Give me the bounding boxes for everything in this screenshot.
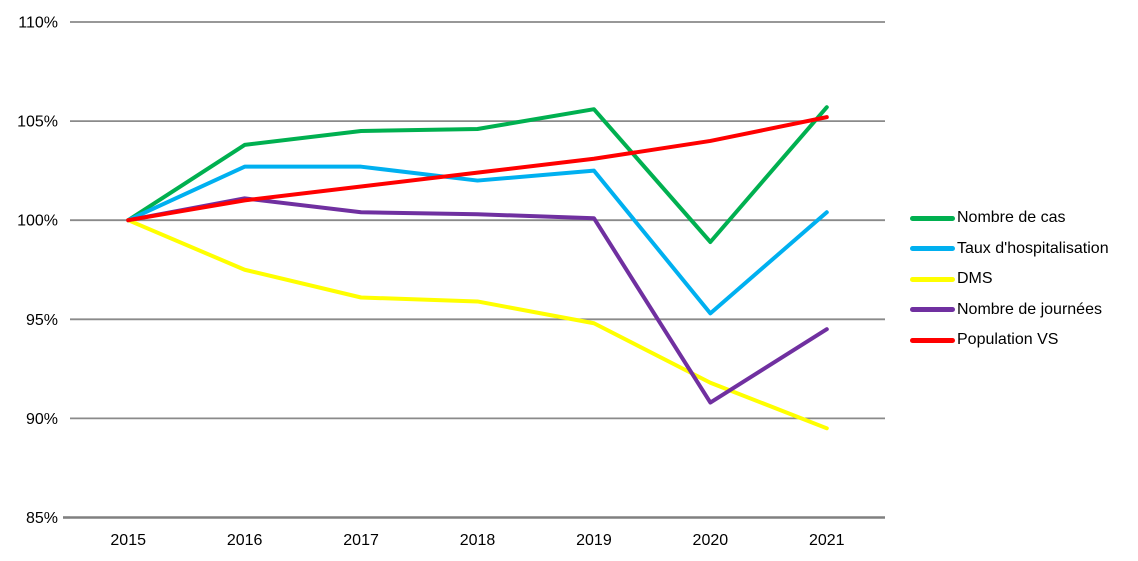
y-axis-tick-label: 90%	[26, 411, 58, 428]
y-axis-tick-label: 95%	[26, 312, 58, 329]
x-axis-tick-label: 2015	[110, 532, 146, 549]
legend-label-nombre-de-cas: Nombre de cas	[957, 209, 1066, 226]
x-axis-tick-label: 2017	[343, 532, 379, 549]
legend-swatch-nombre-de-journees	[910, 307, 955, 312]
legend-swatch-dms	[910, 276, 955, 282]
series-line-nombre-de-cas	[126, 105, 829, 245]
series-line-dms	[126, 218, 829, 431]
y-axis-tick-label: 105%	[17, 114, 58, 131]
y-axis-tick-label: 100%	[17, 213, 58, 230]
chart-legend: Nombre de cas Taux d'hospitalisation DMS No…	[910, 208, 1109, 350]
legend-item-nombre-de-journees: Nombre de journées	[910, 300, 1109, 320]
legend-item-nombre-de-cas: Nombre de cas	[910, 208, 1109, 228]
x-axis-tick-label: 2016	[227, 532, 263, 549]
legend-item-taux-d-hospitalisation: Taux d'hospitalisation	[910, 239, 1109, 259]
legend-item-dms: DMS	[910, 269, 1109, 289]
legend-swatch-nombre-de-cas	[910, 215, 955, 221]
legend-swatch-population-vs	[910, 337, 955, 343]
legend-label-dms: DMS	[957, 270, 993, 287]
x-axis-tick-label: 2021	[809, 532, 845, 549]
legend-label-taux-d-hospitalisation: Taux d'hospitalisation	[957, 239, 1109, 257]
series-line-population-vs	[126, 115, 829, 223]
legend-label-nombre-de-journees: Nombre de journées	[957, 300, 1102, 318]
legend-label-population-vs: Population VS	[957, 331, 1059, 348]
x-axis-tick-label: 2019	[576, 532, 612, 549]
y-axis-tick-label: 110%	[18, 15, 58, 32]
y-axis-tick-label: 85%	[26, 510, 58, 527]
legend-swatch-taux-d-hospitalisation	[910, 246, 955, 251]
x-axis-tick-label: 2020	[693, 532, 729, 549]
series-line-taux-d-hospitalisation	[126, 164, 829, 316]
legend-item-population-vs: Population VS	[910, 330, 1109, 350]
x-axis-tick-label: 2018	[460, 532, 496, 549]
